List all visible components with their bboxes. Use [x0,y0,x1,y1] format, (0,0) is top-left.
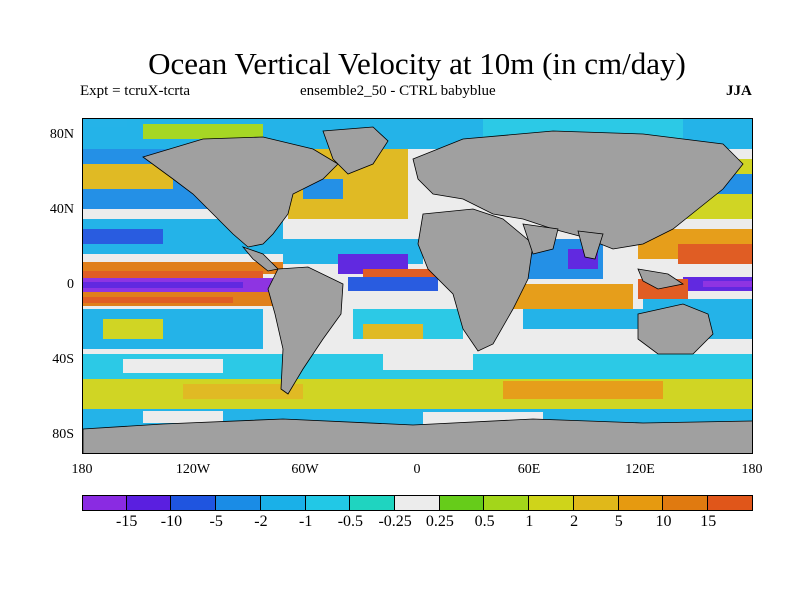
colorbar-label: -15 [116,513,138,530]
australia [637,303,714,355]
xtick-0: 0 [413,462,421,477]
ytick-40s: 40S [52,352,74,367]
xtick-60w: 60W [291,462,319,477]
colorbar-cell [395,495,440,511]
colorbar-label: 1 [525,513,534,530]
ytick-80s: 80S [52,427,74,442]
ytick-0: 0 [67,277,74,292]
colorbar-cell [126,495,172,511]
velocity-field [83,119,752,429]
colorbar-cell [350,495,396,511]
colorbar-label: 2 [570,513,579,530]
colorbar-cell [573,495,619,511]
colorbar-cell [171,495,217,511]
colorbar-cell [82,495,127,511]
colorbar-cell [663,495,709,511]
colorbar-label: -10 [160,513,183,530]
colorbar-label: -2 [254,513,268,530]
colorbar-label: 10 [655,513,672,530]
antarctica [83,418,752,453]
arabia [522,223,559,255]
north-america [142,136,339,248]
ytick-80n: 80N [49,127,74,142]
xtick-120e: 120E [625,462,655,477]
greenland [322,126,389,175]
colorbar-cell [216,495,261,511]
colorbar-label: 15 [700,513,717,530]
colorbar-label: -0.25 [378,513,412,530]
colorbar [82,495,753,511]
colorbar-label: -1 [298,513,313,530]
africa [417,208,534,352]
colorbar-cell [305,495,351,511]
xtick-180w: 180 [71,462,93,477]
colorbar-label: -5 [209,513,223,530]
colorbar-label: -0.5 [337,513,364,530]
colorbar-label: 0.25 [425,513,454,530]
india [577,230,604,260]
colorbar-cell [484,495,530,511]
map-svg [83,119,752,453]
xtick-180e: 180 [741,462,763,477]
south-america [267,266,344,395]
colorbar-label: 5 [614,513,623,530]
maritime-continent [637,268,685,290]
colorbar-cell [260,495,306,511]
chart-title: Ocean Vertical Velocity at 10m (in cm/da… [148,46,686,81]
season-label: JJA [726,83,752,99]
eurasia [412,130,744,250]
ensemble-label: ensemble2_50 - CTRL babyblue [300,83,496,99]
colorbar-cell [618,495,664,511]
central-america [241,246,279,272]
colorbar-cell [439,495,485,511]
land-masses [83,126,752,453]
xtick-60e: 60E [517,462,541,477]
colorbar-cell [529,495,574,511]
map-plot-area [82,118,753,454]
ytick-40n: 40N [49,202,74,217]
colorbar-frame [82,495,753,511]
xtick-120w: 120W [175,462,211,477]
colorbar-label: 0.5 [474,513,495,530]
experiment-label: Expt = tcruX-tcrta [80,83,191,99]
